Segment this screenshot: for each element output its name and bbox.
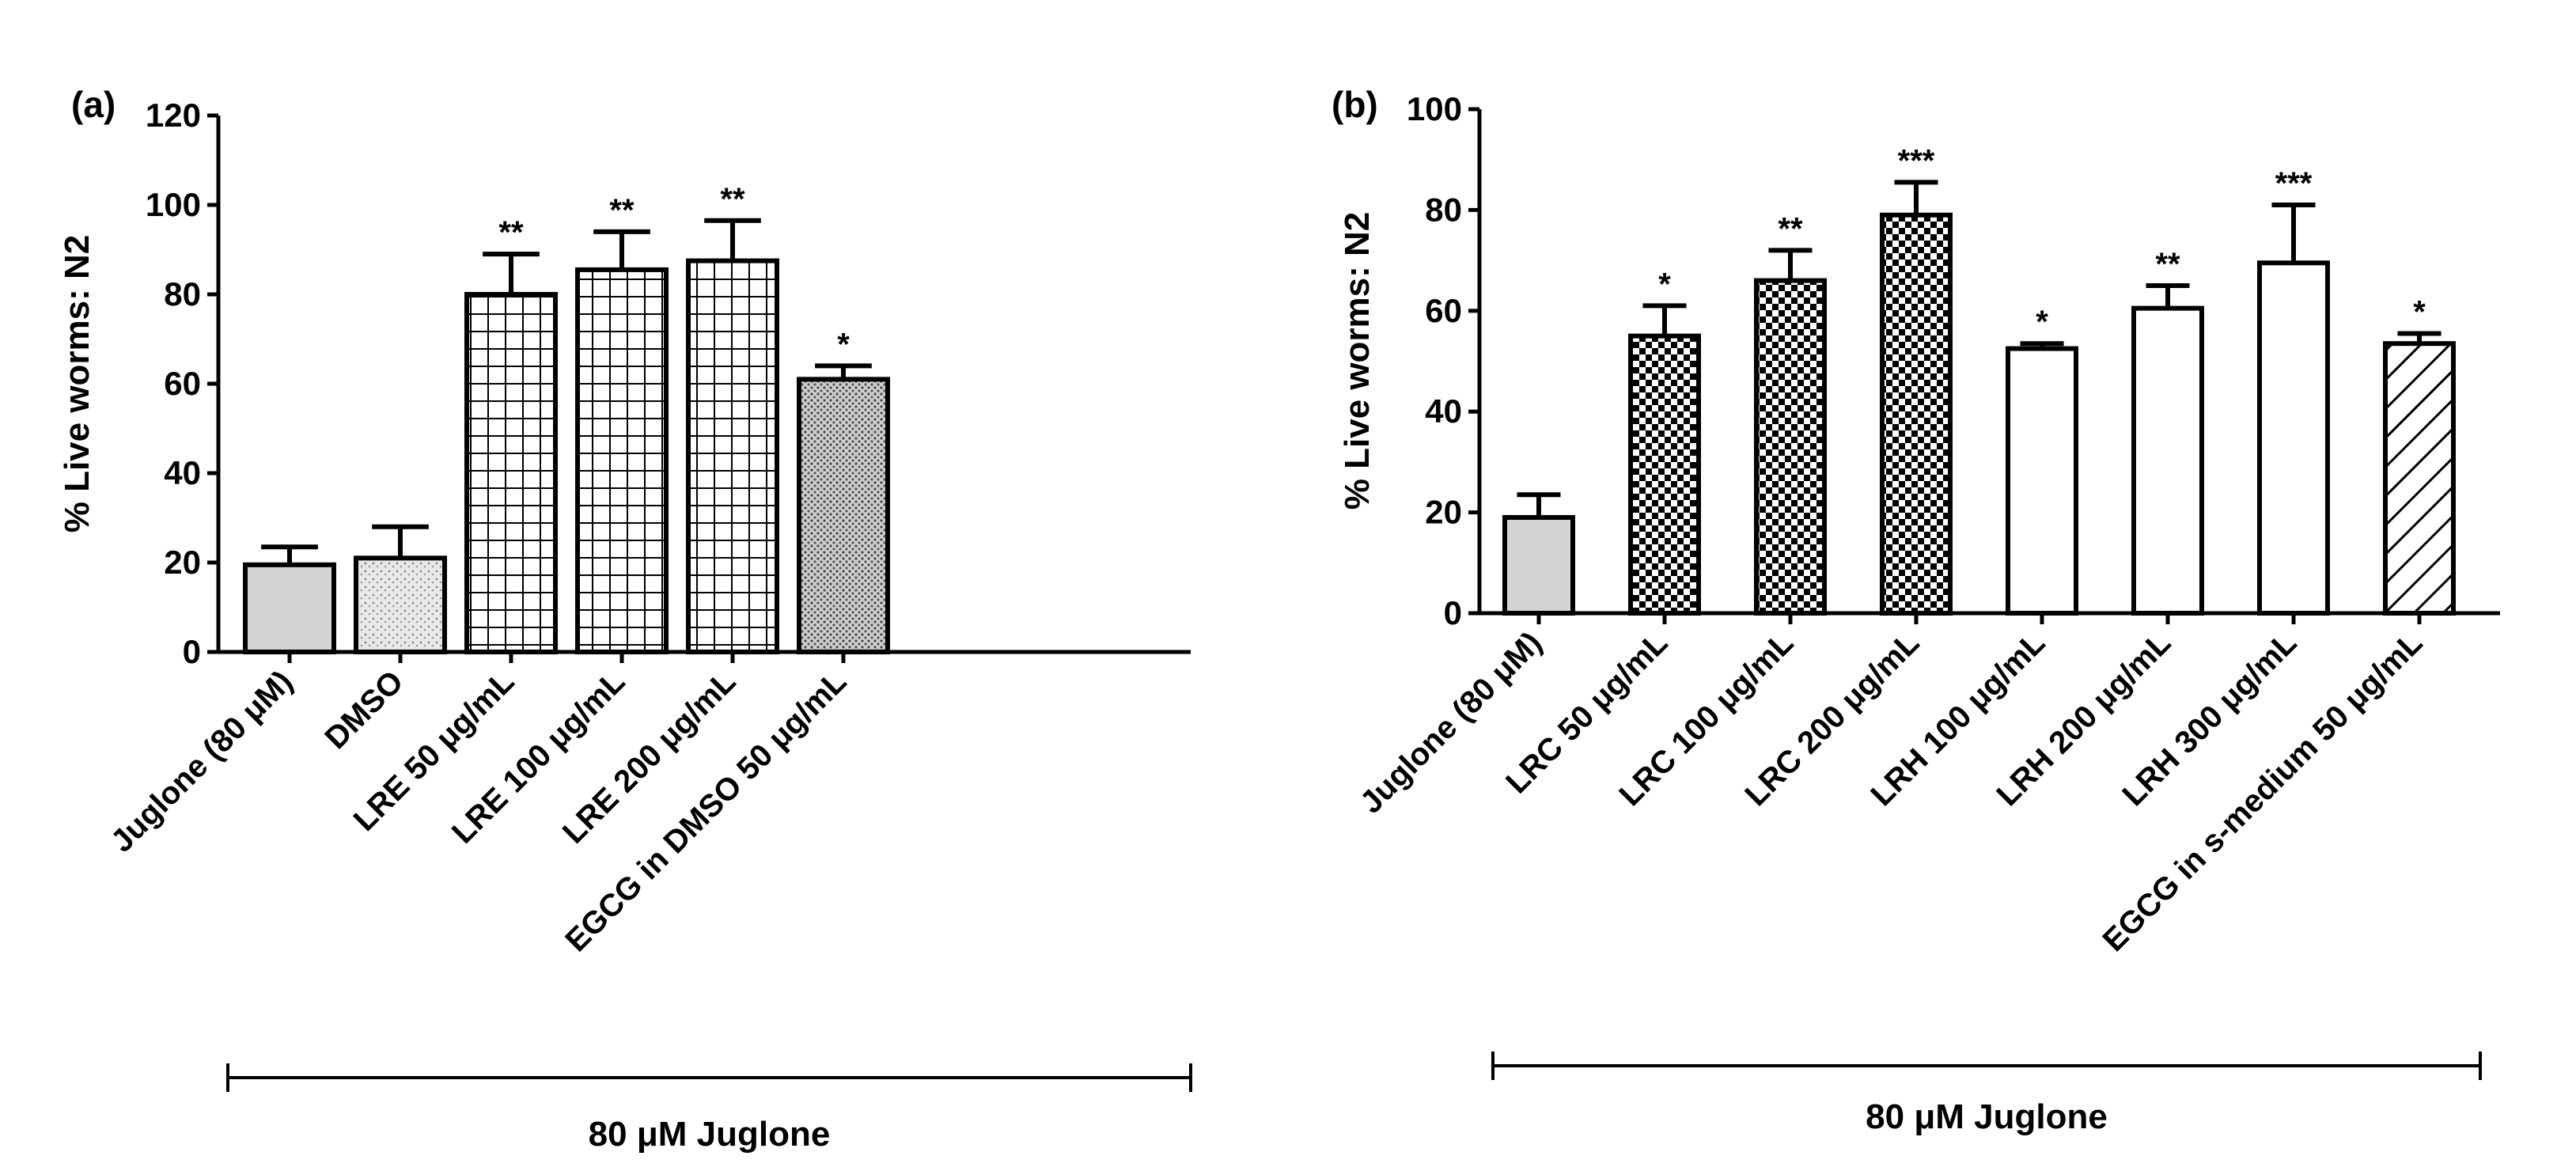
panel-a-category-label: DMSO	[318, 664, 410, 756]
panel-b-y-tick-label: 40	[1425, 392, 1462, 430]
panel-b-bar	[1880, 212, 1953, 616]
panel-a-label: (a)	[71, 84, 116, 125]
panel-a-group-label: 80 μM Juglone	[589, 1115, 831, 1154]
panel-a-significance-label: **	[720, 182, 745, 217]
panel-b-y-axis-label: % Live worms: N2	[1338, 212, 1377, 510]
panel-b-significance-label: ***	[2275, 166, 2313, 201]
panel-a-y-tick-label: 120	[146, 97, 201, 134]
panel-a-y-axis-label: % Live worms: N2	[58, 235, 97, 533]
panel-b-group-label: 80 μM Juglone	[1866, 1097, 2108, 1136]
panel-b-y-tick-label: 100	[1407, 90, 1462, 127]
panel-b-y-tick-label: 60	[1425, 292, 1462, 329]
panel-a-y-tick-label: 0	[183, 633, 201, 670]
panel-b-label: (b)	[1332, 84, 1378, 125]
panel-b-bar	[1754, 278, 1827, 616]
panel-b-significance-label: **	[1778, 211, 1803, 246]
panel-a-y-tick-label: 40	[164, 454, 201, 491]
panel-b-bar	[1502, 514, 1575, 616]
panel-b-bar	[2257, 260, 2330, 616]
panel-a-bar	[797, 377, 890, 654]
panel-b-y-tick-label: 80	[1425, 191, 1462, 228]
panel-a-category-label: Juglone (80 μM)	[104, 664, 299, 858]
panel-b-bar	[2383, 341, 2456, 616]
panel-b-y-tick-label: 0	[1444, 594, 1462, 631]
panel-a-y-tick-label: 100	[146, 186, 201, 223]
panel-a-significance-label: **	[609, 193, 635, 228]
panel-a-y-tick-label: 20	[164, 544, 201, 581]
panel-a-bar	[686, 258, 779, 654]
panel-a-bar	[243, 562, 336, 655]
panel-b-y-tick-label: 20	[1425, 494, 1462, 531]
panel-a-bar	[575, 267, 669, 654]
panel-a-y-tick-label: 80	[164, 275, 201, 313]
panel-b-significance-label: *	[2413, 294, 2426, 329]
panel-a-significance-label: **	[498, 215, 524, 250]
panel-b-significance-label: *	[2036, 305, 2048, 339]
panel-b-bar	[2131, 305, 2204, 616]
panel-b-significance-label: *	[1658, 267, 1671, 301]
panel-a-significance-label: *	[837, 327, 850, 362]
panel-b-bar	[2006, 346, 2078, 616]
panel-b-significance-label: **	[2155, 247, 2180, 282]
panel-a-bar	[354, 555, 447, 654]
panel-b-bar	[1628, 333, 1701, 616]
panel-a-bar	[464, 292, 558, 654]
panel-b-significance-label: ***	[1898, 143, 1935, 178]
panel-a-y-tick-label: 60	[164, 365, 201, 402]
